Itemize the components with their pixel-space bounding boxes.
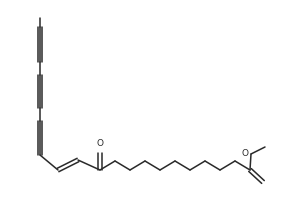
Text: O: O (241, 150, 248, 159)
Text: O: O (97, 139, 104, 148)
